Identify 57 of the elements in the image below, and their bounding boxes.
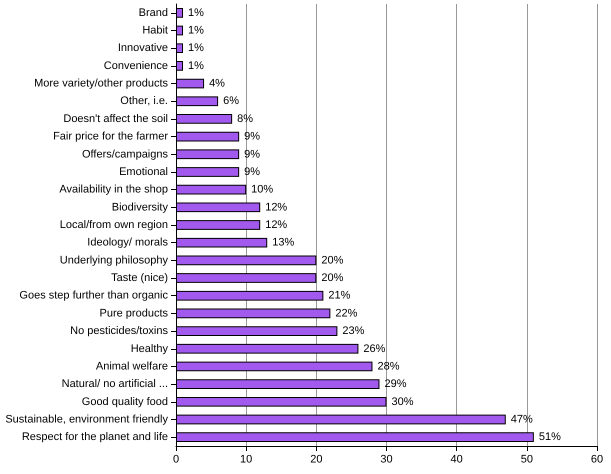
y-tick-label: Biodiversity bbox=[112, 201, 168, 214]
data-label: 47% bbox=[510, 413, 534, 426]
y-tick-label: No pesticides/toxins bbox=[70, 325, 168, 338]
y-tick-label: Taste (nice) bbox=[111, 272, 168, 284]
data-label: 30% bbox=[392, 396, 414, 408]
x-tick-label: 30 bbox=[380, 454, 393, 466]
data-label: 20% bbox=[321, 254, 344, 266]
y-tick-label: Convenience bbox=[104, 60, 168, 72]
data-label: 12% bbox=[265, 219, 288, 231]
y-tick-label: More variety/other products bbox=[34, 78, 168, 90]
data-label: 21% bbox=[328, 290, 351, 302]
y-tick-label: Doesn't affect the soil bbox=[63, 112, 168, 125]
y-tick-label: Pure products bbox=[100, 307, 168, 320]
data-label: 23% bbox=[342, 325, 365, 338]
data-label: 1% bbox=[188, 6, 204, 19]
y-tick-label: Underlying philosophy bbox=[60, 254, 168, 266]
data-label: 4% bbox=[209, 78, 226, 90]
data-label: 6% bbox=[223, 95, 240, 108]
data-label: 1% bbox=[188, 42, 204, 54]
x-tick-label: 50 bbox=[520, 454, 533, 466]
y-tick-label: Sustainable, environment friendly bbox=[5, 413, 168, 426]
y-tick-label: Other, i.e. bbox=[120, 95, 168, 108]
x-tick-label: 20 bbox=[310, 454, 322, 466]
x-tick-label: 40 bbox=[450, 454, 463, 466]
data-label: 12% bbox=[265, 201, 288, 214]
y-tick-label: Natural/ no artificial ... bbox=[62, 378, 168, 390]
y-tick-label: Availability in the shop bbox=[59, 184, 168, 196]
data-label: 9% bbox=[244, 166, 260, 178]
data-label: 10% bbox=[251, 184, 274, 196]
y-tick-label: Goes step further than organic bbox=[19, 290, 168, 302]
y-tick-label: Good quality food bbox=[82, 396, 168, 408]
y-tick-label: Healthy bbox=[130, 342, 168, 355]
y-tick-label: Local/from own region bbox=[60, 219, 168, 231]
data-label: 1% bbox=[188, 24, 204, 37]
data-label: 22% bbox=[335, 307, 358, 320]
y-tick-label: Habit bbox=[142, 24, 168, 37]
y-tick-label: Emotional bbox=[119, 166, 168, 178]
y-tick-label: Ideology/ morals bbox=[87, 236, 168, 249]
y-tick-label: Respect for the planet and life bbox=[22, 431, 168, 444]
data-label: 9% bbox=[244, 148, 260, 160]
x-tick-label: 60 bbox=[590, 454, 604, 466]
data-label: 13% bbox=[272, 236, 294, 249]
data-label: 1% bbox=[188, 60, 204, 72]
y-tick-label: Animal welfare bbox=[96, 360, 168, 372]
data-label: 9% bbox=[244, 130, 260, 143]
data-label: 26% bbox=[363, 342, 386, 355]
data-label: 29% bbox=[384, 378, 407, 390]
data-label: 28% bbox=[377, 360, 400, 372]
y-tick-label: Brand bbox=[138, 6, 168, 19]
data-label: 51% bbox=[538, 431, 562, 444]
y-tick-label: Fair price for the farmer bbox=[53, 130, 168, 143]
x-tick-label: 10 bbox=[240, 454, 252, 466]
y-tick-label: Innovative bbox=[118, 42, 168, 54]
data-label: 8% bbox=[237, 112, 254, 125]
data-label: 20% bbox=[321, 272, 344, 284]
x-tick-label: 0 bbox=[172, 454, 180, 466]
y-tick-label: Offers/campaigns bbox=[82, 148, 168, 160]
